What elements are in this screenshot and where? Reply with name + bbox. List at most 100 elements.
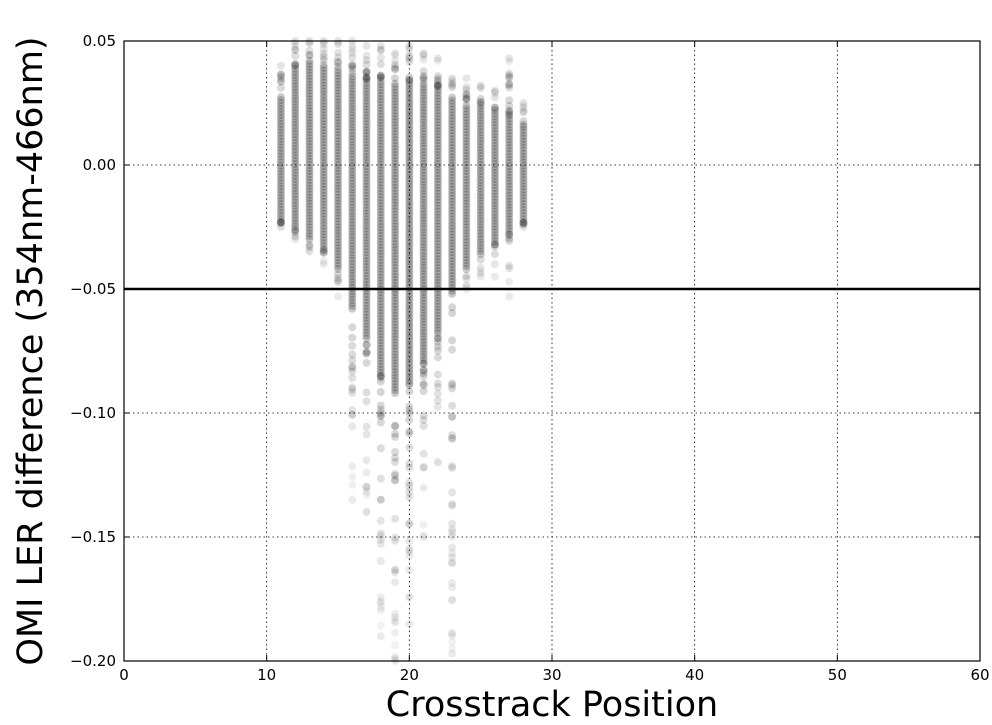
data-point [362,161,371,170]
data-point [319,81,328,90]
data-point [334,214,342,223]
data-point [391,165,400,174]
data-point [419,341,428,350]
data-point [476,110,485,119]
data-point [448,227,457,236]
data-point [362,316,371,325]
data-point [448,129,457,138]
data-point [419,279,428,288]
data-point [391,323,400,332]
data-point [376,228,385,237]
data-point [476,166,485,175]
data-point [391,142,400,151]
data-point [376,276,385,285]
data-point [334,95,342,104]
data-point [462,238,471,247]
data-point [348,126,357,135]
data-point [362,138,371,147]
data-point [319,209,328,218]
data-point [391,386,400,395]
data-point [291,204,300,213]
data-point [448,583,457,592]
data-point [291,231,300,240]
x-tick-label: 10 [257,666,276,684]
data-point [405,402,414,411]
data-point [376,118,385,127]
data-point [405,170,414,179]
data-point [476,244,485,253]
data-point [419,127,428,136]
data-point [490,237,499,246]
data-point [376,297,385,306]
data-point [476,122,485,131]
data-point [305,80,314,89]
data-point [376,225,385,234]
data-point [405,260,414,269]
data-point [362,221,371,230]
data-point [391,651,400,660]
data-point [276,131,285,140]
data-point [376,318,385,327]
data-point [291,124,300,133]
data-point [448,532,457,541]
data-point [505,126,514,135]
data-point [391,616,400,625]
data-point [348,48,357,57]
data-point [448,281,457,290]
data-point [362,251,371,260]
data-point [419,142,428,151]
data-point [291,109,300,118]
data-point [376,166,385,175]
data-point [391,356,400,365]
data-point [348,298,357,307]
data-point [405,185,414,194]
data-point [405,409,414,418]
data-point [319,233,328,242]
data-point [419,243,428,252]
data-point [305,155,314,164]
data-point [362,117,371,126]
data-point [348,78,357,87]
data-point [319,206,328,215]
data-point [419,302,428,311]
data-point [448,182,457,191]
data-point [376,362,385,371]
data-point [490,127,499,136]
data-point [419,177,428,186]
data-point [334,125,342,134]
data-point [405,593,414,602]
data-point [476,158,485,167]
data-point [319,49,328,58]
data-point [405,537,414,546]
data-point [519,146,528,155]
data-point [376,184,385,193]
data-point [305,163,314,172]
data-point [376,77,385,86]
data-point [419,154,428,163]
data-point [419,372,428,381]
data-point [419,183,428,192]
data-point [448,141,457,150]
data-point [405,182,414,191]
data-point [348,105,357,114]
data-point [362,245,371,254]
data-point [376,175,385,184]
data-point [419,91,428,100]
data-point [391,145,400,154]
data-point [305,169,314,178]
data-point [362,87,371,96]
data-point [433,112,442,121]
data-point [419,121,428,130]
data-point [376,408,385,417]
data-point [376,371,385,380]
data-point [419,115,428,124]
data-point [348,132,357,141]
data-point [505,80,514,89]
data-point [405,203,414,212]
data-point [362,301,371,310]
data-point [376,53,385,62]
data-point [348,257,357,266]
data-point [334,193,342,202]
data-point [462,253,471,262]
data-point [376,291,385,300]
